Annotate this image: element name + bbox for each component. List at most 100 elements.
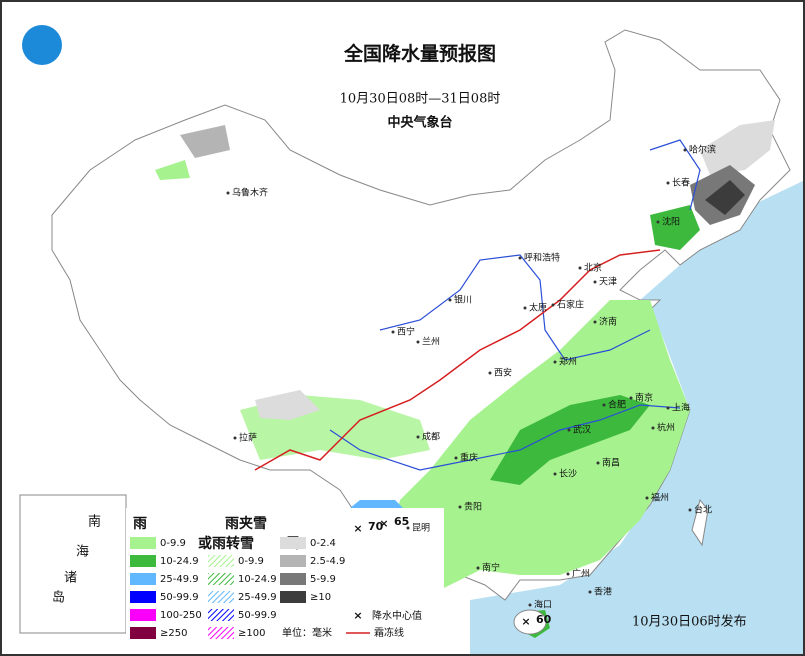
city-dot bbox=[596, 461, 600, 465]
city-dot bbox=[551, 303, 555, 307]
city-label: 杭州 bbox=[657, 422, 675, 434]
footer: 10月30日06时发布 bbox=[632, 614, 747, 630]
city-label: 太原 bbox=[529, 302, 547, 314]
inset-label: 诸 bbox=[64, 571, 77, 586]
legend-label: 降水中心值 bbox=[372, 609, 422, 622]
rivers bbox=[329, 139, 701, 471]
city-label: 西宁 bbox=[397, 326, 415, 338]
legend-label: 霜冻线 bbox=[374, 626, 404, 639]
legend-title: 或雨转雪 bbox=[198, 535, 254, 552]
city-label: 银川 bbox=[454, 294, 472, 306]
legend-swatch bbox=[130, 573, 156, 585]
legend-swatch bbox=[280, 555, 306, 567]
city-dot bbox=[406, 526, 410, 530]
legend-swatch bbox=[130, 627, 156, 639]
snow-light bbox=[255, 390, 320, 420]
city-label: 重庆 bbox=[460, 452, 478, 464]
river bbox=[329, 404, 681, 471]
city-label: 上海 bbox=[672, 402, 690, 414]
city-dot bbox=[518, 256, 522, 260]
city-label: 武汉 bbox=[573, 424, 591, 436]
snow-light bbox=[700, 120, 775, 175]
legend-title: 雨夹雪 bbox=[225, 515, 267, 532]
city-dot bbox=[488, 371, 492, 375]
city-dot bbox=[528, 603, 532, 607]
city-dot bbox=[476, 566, 480, 570]
center-value: 65 bbox=[394, 515, 409, 528]
city-dot bbox=[593, 280, 597, 284]
center-mark: × bbox=[379, 517, 388, 530]
city-label: 昆明 bbox=[412, 523, 430, 534]
city-dot bbox=[593, 320, 597, 324]
city-dot bbox=[416, 435, 420, 439]
snow-blizzard bbox=[705, 180, 745, 215]
legend-swatch bbox=[208, 591, 234, 603]
frost-line bbox=[254, 249, 661, 471]
legend-label: 25-49.9 bbox=[238, 592, 277, 603]
legend-label: 100-250 bbox=[160, 610, 202, 621]
city-dot bbox=[553, 360, 557, 364]
snow bbox=[180, 125, 230, 158]
legend-swatch bbox=[208, 609, 234, 621]
rain-moderate bbox=[650, 205, 700, 250]
legend-label: 0-9.9 bbox=[160, 538, 186, 549]
city-dot bbox=[688, 508, 692, 512]
inset-box bbox=[19, 494, 127, 634]
center-mark: × bbox=[521, 615, 530, 628]
city-dot bbox=[458, 505, 462, 509]
city-dot bbox=[454, 456, 458, 460]
city-label: 成都 bbox=[422, 431, 440, 443]
legend-label: 0-2.4 bbox=[310, 538, 336, 549]
legend-label: 50-99.9 bbox=[160, 592, 199, 603]
rain-moderate bbox=[490, 395, 650, 485]
city-label: 拉萨 bbox=[239, 432, 257, 444]
city-label: 南宁 bbox=[482, 562, 500, 574]
city-label: 沈阳 bbox=[662, 216, 680, 228]
city-dot bbox=[656, 220, 660, 224]
taiwan bbox=[691, 498, 709, 547]
legend-label: 10-24.9 bbox=[238, 574, 277, 585]
legend-swatch bbox=[130, 591, 156, 603]
city-dot bbox=[233, 436, 237, 440]
city-dot bbox=[578, 266, 582, 270]
city-dot bbox=[523, 306, 527, 310]
city-label: 香港 bbox=[594, 586, 612, 598]
city-dot bbox=[448, 298, 452, 302]
city-label: 台北 bbox=[694, 504, 712, 516]
inset-label: 岛 bbox=[52, 590, 65, 606]
city-dot bbox=[391, 330, 395, 334]
city-label: 济南 bbox=[599, 316, 617, 328]
legend-swatch bbox=[280, 591, 306, 603]
inset-label: 南 bbox=[88, 514, 101, 530]
city-label: 北京 bbox=[584, 262, 602, 274]
city-label: 南昌 bbox=[602, 457, 620, 469]
city-dot bbox=[588, 590, 592, 594]
legend-title: 雨 bbox=[133, 516, 147, 532]
logo bbox=[22, 25, 62, 65]
legend-label: 25-49.9 bbox=[160, 574, 199, 585]
legend-label: ≥100 bbox=[238, 628, 265, 639]
legend-swatch bbox=[280, 537, 306, 549]
city-label: 乌鲁木齐 bbox=[232, 187, 268, 199]
center-value: 70 bbox=[368, 520, 384, 533]
sea bbox=[470, 180, 805, 656]
city-label: 哈尔滨 bbox=[689, 144, 716, 156]
legend-swatch bbox=[130, 537, 156, 549]
legend-swatch bbox=[130, 555, 156, 567]
rain-light bbox=[155, 160, 190, 180]
river bbox=[649, 139, 701, 211]
city-label: 天津 bbox=[599, 277, 617, 288]
inset-label: 海 bbox=[76, 545, 89, 560]
city-dot bbox=[683, 148, 687, 152]
legend-label: 10-24.9 bbox=[160, 556, 199, 567]
legend-label: 2.5-4.9 bbox=[310, 556, 345, 567]
legend-label: 50-99.9 bbox=[238, 610, 277, 621]
city-dot bbox=[567, 428, 571, 432]
city-dot bbox=[666, 181, 670, 185]
legend-swatch bbox=[208, 573, 234, 585]
city-label: 长沙 bbox=[559, 468, 577, 480]
legend-label: 5-9.9 bbox=[310, 574, 336, 585]
city-label: 南京 bbox=[635, 392, 653, 404]
city-dot bbox=[416, 340, 420, 344]
